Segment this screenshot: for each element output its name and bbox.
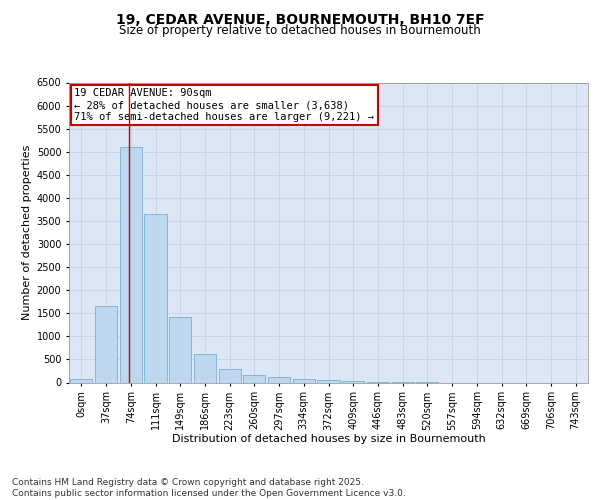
Bar: [169, 317, 191, 382]
Bar: [268, 378, 290, 382]
Text: 19, CEDAR AVENUE, BOURNEMOUTH, BH10 7EF: 19, CEDAR AVENUE, BOURNEMOUTH, BH10 7EF: [116, 12, 484, 26]
Bar: [243, 376, 265, 382]
X-axis label: Distribution of detached houses by size in Bournemouth: Distribution of detached houses by size …: [172, 434, 485, 444]
Bar: [119, 147, 142, 382]
Y-axis label: Number of detached properties: Number of detached properties: [22, 145, 32, 320]
Bar: [70, 380, 92, 382]
Bar: [317, 380, 340, 382]
Bar: [95, 306, 117, 382]
Text: Contains HM Land Registry data © Crown copyright and database right 2025.
Contai: Contains HM Land Registry data © Crown c…: [12, 478, 406, 498]
Bar: [342, 381, 364, 382]
Text: Size of property relative to detached houses in Bournemouth: Size of property relative to detached ho…: [119, 24, 481, 37]
Bar: [145, 214, 167, 382]
Text: 19 CEDAR AVENUE: 90sqm
← 28% of detached houses are smaller (3,638)
71% of semi-: 19 CEDAR AVENUE: 90sqm ← 28% of detached…: [74, 88, 374, 122]
Bar: [194, 354, 216, 382]
Bar: [293, 379, 315, 382]
Bar: [218, 368, 241, 382]
